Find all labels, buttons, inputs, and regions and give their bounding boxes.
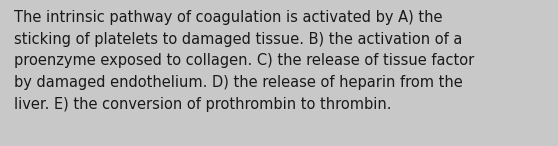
- Text: The intrinsic pathway of coagulation is activated by A) the
sticking of platelet: The intrinsic pathway of coagulation is …: [14, 10, 474, 112]
